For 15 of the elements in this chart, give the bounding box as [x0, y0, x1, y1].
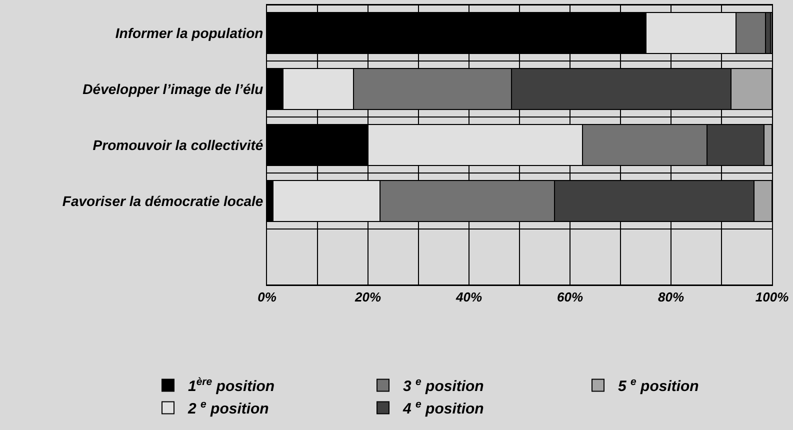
y-tick-label: Promouvoir la collectivité: [92, 136, 264, 153]
x-tick-label: 0%: [258, 290, 277, 305]
legend-label: 4 $^{e}$ position: [402, 398, 484, 418]
y-tick-label: Informer la population: [115, 24, 264, 41]
x-tick-label: 80%: [658, 290, 684, 305]
y-tick-label: Favoriser la démocratie locale: [62, 192, 264, 209]
x-tick-label: 60%: [556, 290, 584, 305]
x-tick-label: 100%: [755, 290, 790, 305]
legend-label: 2 $^{e}$ position: [187, 398, 269, 418]
x-tick-label: 20%: [354, 290, 382, 305]
x-tick-label: 40%: [454, 290, 482, 305]
legend-label: 5 $^{e}$ position: [618, 376, 699, 396]
legend-label: 1$^{ère}$ position: [188, 376, 275, 396]
y-tick-label: Développer l’image de l’élu: [82, 80, 264, 97]
legend-label: 3 $^{e}$ position: [403, 376, 484, 396]
